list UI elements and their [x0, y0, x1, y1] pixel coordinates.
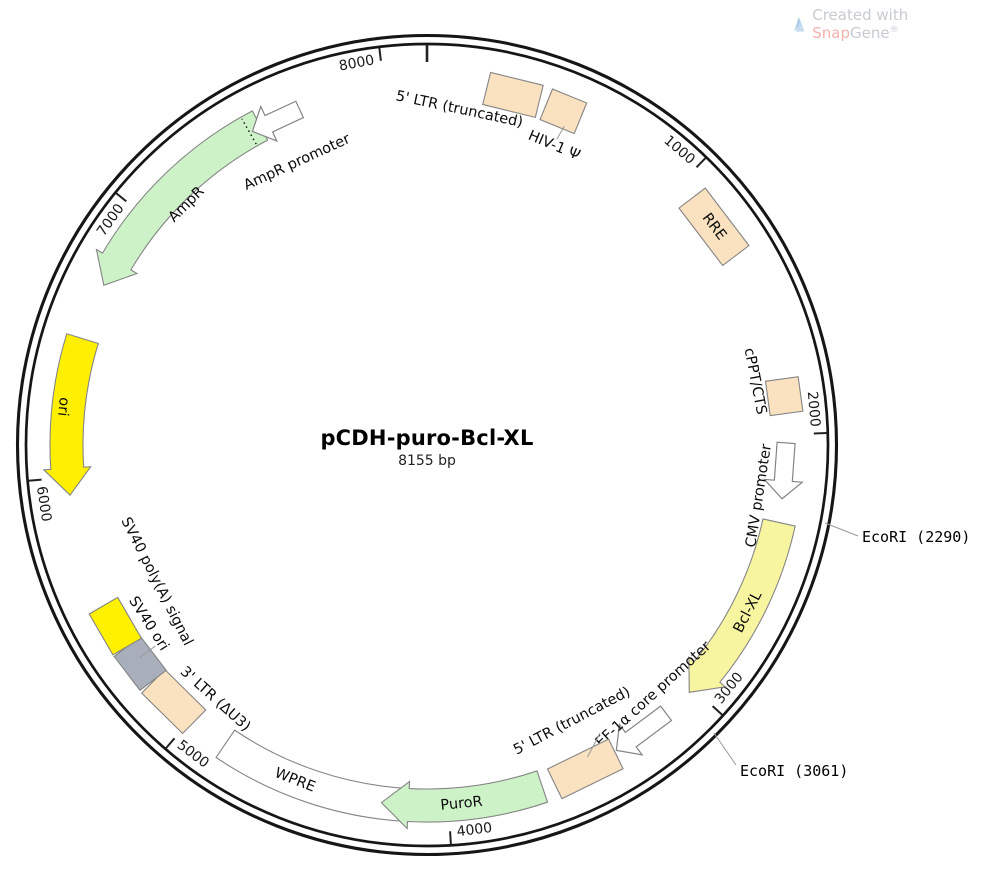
watermark-prefix: Created with: [812, 6, 909, 24]
backbone-inner-ring: [24, 42, 830, 848]
feature-hiv1-psi[interactable]: [539, 88, 588, 135]
enzyme-ecori-2290-leader: [824, 522, 859, 537]
feature-three-ltr-du3[interactable]: [140, 668, 207, 735]
tick-8000: [378, 47, 382, 61]
feature-ampr-promoter[interactable]: [244, 92, 307, 148]
feature-ori-label[interactable]: ori: [54, 397, 72, 417]
feature-hiv1-psi-leader: [556, 126, 565, 140]
snapgene-logo-icon: [794, 16, 805, 32]
feature-puror[interactable]: [380, 770, 549, 830]
tick-label-6000: 6000: [33, 485, 54, 523]
watermark-brand-snap: Snap: [812, 24, 850, 42]
feature-five-ltr-2-leader: [586, 732, 601, 758]
tick-label-4000: 4000: [456, 820, 493, 840]
snapgene-watermark: Created with SnapGene®: [792, 6, 990, 42]
enzyme-ecori-3061-label[interactable]: EcoRI (3061): [740, 762, 848, 780]
tick-1000: [695, 157, 707, 168]
tick-3000: [711, 705, 723, 716]
feature-ampr[interactable]: [95, 110, 269, 287]
tick-5000: [165, 737, 176, 749]
tick-4000: [449, 831, 452, 845]
feature-ori[interactable]: [42, 333, 100, 497]
tick-label-5000: 5000: [174, 737, 212, 771]
enzyme-ecori-3061-leader: [713, 732, 737, 766]
feature-puror-label[interactable]: PuroR: [440, 794, 484, 814]
feature-cppt-cts-label[interactable]: cPPT/CTS: [741, 347, 770, 416]
backbone-outer-ring: [15, 33, 839, 857]
feature-five-ltr-2[interactable]: [546, 738, 624, 800]
tick-label-8000: 8000: [338, 52, 376, 74]
feature-ef1a-core-promoter[interactable]: [605, 698, 677, 766]
feature-ampr-divider: [241, 118, 257, 145]
feature-cmv-promoter[interactable]: [762, 441, 805, 501]
feature-cppt-cts[interactable]: [764, 376, 804, 417]
enzyme-ecori-2290-label[interactable]: EcoRI (2290): [862, 528, 970, 546]
feature-rre[interactable]: [678, 187, 750, 267]
feature-five-ltr-1[interactable]: [482, 71, 544, 119]
watermark-text: Created with SnapGene®: [812, 6, 990, 42]
tick-6000: [28, 478, 42, 482]
watermark-brand-gene: Gene: [850, 24, 890, 42]
tick-label-1000: 1000: [660, 132, 697, 167]
tick-7000: [115, 192, 127, 203]
feature-wpre[interactable]: [215, 729, 409, 822]
watermark-registered: ®: [889, 25, 899, 35]
tick-label-2000: 2000: [804, 391, 823, 428]
feature-sv40-polya[interactable]: [88, 596, 143, 656]
feature-sv40-ori-leader: [139, 645, 156, 658]
feature-bcl-xl[interactable]: [688, 518, 796, 693]
